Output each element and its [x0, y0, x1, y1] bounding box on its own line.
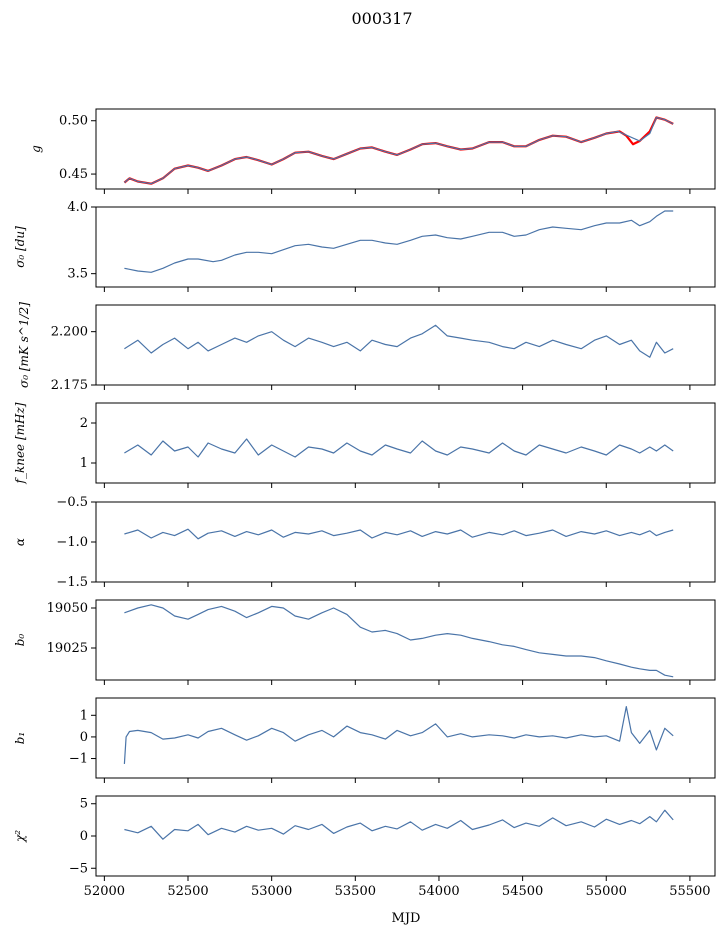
- axes-frame: [95, 795, 716, 877]
- x-tick-label: 55000: [586, 884, 627, 899]
- series-line-4-1: [124, 438, 674, 458]
- y-tick-label: 5: [80, 797, 88, 812]
- series-line-5-1: [124, 528, 674, 540]
- series-line-1-1: [123, 116, 674, 185]
- series-line-2-1: [124, 210, 674, 273]
- y-axis-label: b₁: [13, 732, 27, 745]
- series-line-7-1: [123, 705, 674, 764]
- y-axis-label: σ₀ [du]: [13, 226, 27, 268]
- y-axis-label: χ²: [13, 830, 27, 843]
- y-tick-label: 3.5: [67, 267, 88, 282]
- x-tick-label: 53000: [251, 884, 292, 899]
- axes-frame: [95, 304, 716, 386]
- panel-5: −1.5 −1.0 −0.5 α: [13, 495, 716, 590]
- y-axis-label: σ₀ [mK s^1/2]: [17, 302, 31, 388]
- axes-frame: [95, 402, 716, 484]
- y-axis-label: α: [13, 538, 27, 546]
- panel-7: −1 0 1 b₁: [13, 697, 716, 783]
- y-tick-label: 2.200: [51, 325, 88, 340]
- y-tick-label: 2.175: [51, 378, 88, 393]
- x-tick-label: 52500: [167, 884, 208, 899]
- y-axis-label: f_knee [mHz]: [13, 402, 27, 484]
- y-tick-label: 0.45: [59, 167, 88, 182]
- x-tick-label: 54000: [418, 884, 459, 899]
- y-tick-label: 1: [80, 456, 88, 471]
- y-axis-label: g: [29, 145, 43, 153]
- axes-frame: [95, 108, 716, 190]
- x-tick-label: 55500: [669, 884, 710, 899]
- y-tick-label: −5: [69, 861, 88, 876]
- y-tick-label: 0.50: [59, 114, 88, 129]
- axes-frame: [95, 501, 716, 583]
- y-tick-label: 0: [80, 730, 88, 745]
- series-line-3-1: [124, 324, 674, 358]
- figure-title: 000317: [351, 9, 412, 28]
- panel-1: 0.45 0.50 g: [29, 108, 716, 194]
- series-line-1-2: [124, 116, 674, 185]
- x-tick-label: 54500: [502, 884, 543, 899]
- y-tick-label: −1.5: [56, 575, 88, 590]
- x-axis-label: MJD: [392, 911, 421, 926]
- y-tick-label: 19050: [47, 601, 88, 616]
- panels: 0.45 0.50 g 3.5 4.0 σ₀ [du] 2.175 2.200 σ₀ [mK s…: [13, 108, 716, 899]
- series-line-6-1: [124, 604, 674, 678]
- y-tick-label: 2: [80, 416, 88, 431]
- y-tick-label: 19025: [47, 641, 88, 656]
- axes-frame: [95, 697, 716, 779]
- y-tick-label: −1.0: [56, 535, 88, 550]
- y-tick-label: −0.5: [56, 495, 88, 510]
- panel-6: 19025 19050 b₀: [13, 599, 716, 685]
- panel-2: 3.5 4.0 σ₀ [du]: [13, 200, 716, 292]
- axes-frame: [95, 206, 716, 288]
- axes-frame: [95, 599, 716, 681]
- y-tick-label: −1: [69, 752, 88, 767]
- x-tick-label: 53500: [335, 884, 376, 899]
- y-tick-label: 0: [80, 829, 88, 844]
- y-tick-label: 1: [80, 708, 88, 723]
- panel-8: −5 0 5 52000 52500 53000 53500 54000 54500 55000 5…: [13, 795, 716, 899]
- panel-3: 2.175 2.200 σ₀ [mK s^1/2]: [17, 302, 716, 393]
- panel-4: 1 2 f_knee [mHz]: [13, 402, 716, 488]
- x-tick-label: 52000: [84, 884, 125, 899]
- y-axis-label: b₀: [13, 634, 27, 647]
- series-line-8-1: [124, 809, 674, 840]
- y-tick-label: 4.0: [67, 200, 88, 215]
